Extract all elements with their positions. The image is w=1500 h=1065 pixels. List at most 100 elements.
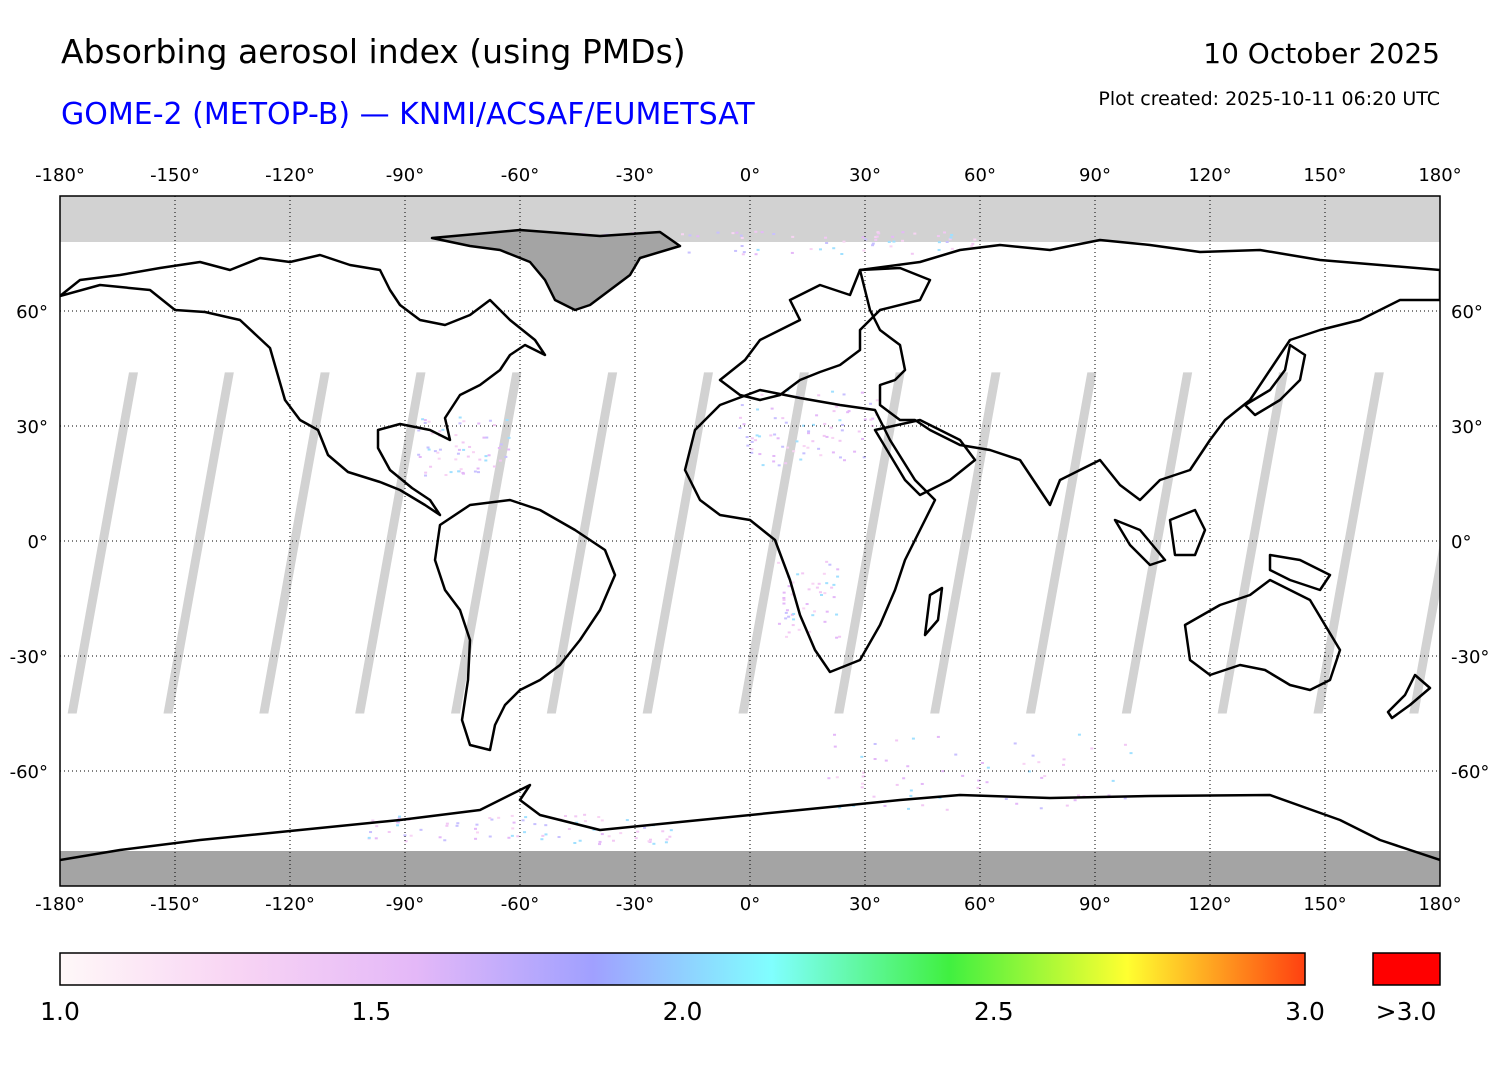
aerosol-pixel — [938, 796, 942, 799]
aerosol-pixel — [516, 835, 520, 838]
aerosol-pixel — [375, 825, 379, 828]
lat-tick-label-left: -60° — [10, 762, 48, 783]
aerosol-pixel — [784, 611, 788, 614]
aerosol-pixel — [458, 422, 462, 425]
aerosol-pixel — [773, 433, 777, 436]
coast-borneo — [1168, 508, 1207, 557]
lat-tick-label-left: 30° — [16, 417, 48, 438]
aerosol-pixel — [541, 834, 545, 837]
aerosol-pixel — [769, 434, 773, 437]
aerosol-pixel — [842, 393, 846, 396]
aerosol-pixel — [731, 232, 735, 235]
aerosol-pixel — [462, 420, 466, 423]
aerosol-pixel — [755, 434, 759, 437]
aerosol-pixel — [822, 572, 826, 575]
aerosol-pixel — [857, 430, 861, 433]
aerosol-pixel — [813, 610, 817, 613]
aerosol-pixel — [1039, 807, 1043, 810]
aerosol-pixel — [832, 596, 836, 599]
aerosol-pixel — [367, 836, 371, 839]
map-frame — [59, 195, 1441, 887]
aerosol-pixel — [409, 834, 413, 837]
aerosol-pixel — [787, 585, 791, 588]
aerosol-pixel — [461, 441, 465, 444]
aerosol-pixel — [808, 630, 812, 633]
lat-tick-label-right: 30° — [1451, 417, 1483, 438]
aerosol-pixel — [1107, 794, 1111, 797]
aerosol-pixel — [490, 818, 494, 821]
aerosol-pixel — [785, 609, 789, 612]
aerosol-pixel — [741, 253, 745, 256]
aerosol-pixel — [456, 452, 460, 455]
aerosol-pixel — [478, 458, 482, 461]
aerosol-pixel — [476, 467, 480, 470]
aerosol-pixel — [754, 253, 758, 256]
aerosol-pixel — [891, 235, 895, 238]
aerosol-pixel — [819, 593, 823, 596]
aerosol-pixel — [796, 573, 800, 576]
aerosol-pixel — [681, 233, 685, 236]
aerosol-pixel — [977, 779, 981, 782]
axis-tick-labels: -180° -180° -150° -150° -120° -120° -90° -90° -6… — [10, 165, 1490, 915]
aerosol-pixel — [825, 242, 829, 245]
aerosol-pixel — [937, 248, 941, 251]
aerosol-pixel — [973, 238, 977, 241]
graticule — [60, 196, 1440, 886]
aerosol-pixel — [773, 417, 777, 420]
aerosol-pixel — [792, 612, 796, 615]
aerosol-pixel — [838, 419, 842, 422]
aerosol-pixel — [840, 253, 844, 256]
aerosol-pixel — [784, 421, 788, 424]
aerosol-pixel — [647, 840, 651, 843]
aerosol-pixel — [806, 446, 810, 449]
aerosol-pixel — [832, 583, 836, 586]
aerosol-pixel — [1004, 797, 1008, 800]
aerosol-pixel — [746, 444, 750, 447]
aerosol-pixel — [833, 745, 837, 748]
aerosol-pixel — [396, 821, 400, 824]
aerosol-pixel — [417, 429, 421, 432]
aerosol-pixel — [791, 581, 795, 584]
lon-tick-label-bottom: -120° — [265, 894, 315, 915]
aerosol-pixel — [738, 426, 742, 429]
coast-south-america — [433, 498, 617, 752]
aerosol-pixel — [883, 804, 887, 807]
aerosol-pixel — [454, 458, 458, 461]
aerosol-pixel — [458, 416, 462, 419]
aerosol-pixel — [1043, 775, 1047, 778]
aerosol-pixel — [875, 235, 879, 238]
lon-tick-label-bottom: -30° — [616, 894, 654, 915]
coast-arabia — [873, 418, 977, 497]
lon-tick-label-bottom: 150° — [1303, 894, 1346, 915]
orbit-gap-band — [738, 372, 809, 714]
orbit-gap-band — [163, 372, 234, 714]
aerosol-pixel — [427, 420, 431, 423]
aerosol-pixel — [1077, 794, 1081, 797]
aerosol-pixel — [1077, 733, 1081, 736]
aerosol-pixel — [853, 450, 857, 453]
lon-tick-label-top: -120° — [265, 165, 315, 186]
aerosol-pixel — [877, 232, 881, 235]
aerosol-pixel — [600, 833, 604, 836]
aerosol-pixel — [823, 620, 827, 623]
aerosol-pixel — [950, 247, 954, 250]
aerosol-pixel — [735, 231, 739, 234]
aerosol-pixel — [466, 455, 470, 458]
aerosol-pixel — [454, 445, 458, 448]
aerosol-pixel — [818, 248, 822, 251]
aerosol-pixel — [907, 807, 911, 810]
aerosol-pixel — [750, 437, 754, 440]
aerosol-pixel — [799, 458, 803, 461]
coast-europe — [718, 266, 932, 402]
aerosol-pixel — [739, 234, 743, 237]
aerosol-pixel — [913, 232, 917, 235]
aerosol-pixel — [817, 582, 821, 585]
aerosol-pixel — [911, 737, 915, 740]
aerosol-pixel — [869, 418, 873, 421]
aerosol-pixel — [369, 831, 373, 834]
coast-north-america — [60, 253, 547, 517]
aerosol-pixel — [441, 428, 445, 431]
aerosol-pixel — [687, 251, 691, 254]
aerosol-pixel — [473, 470, 477, 473]
